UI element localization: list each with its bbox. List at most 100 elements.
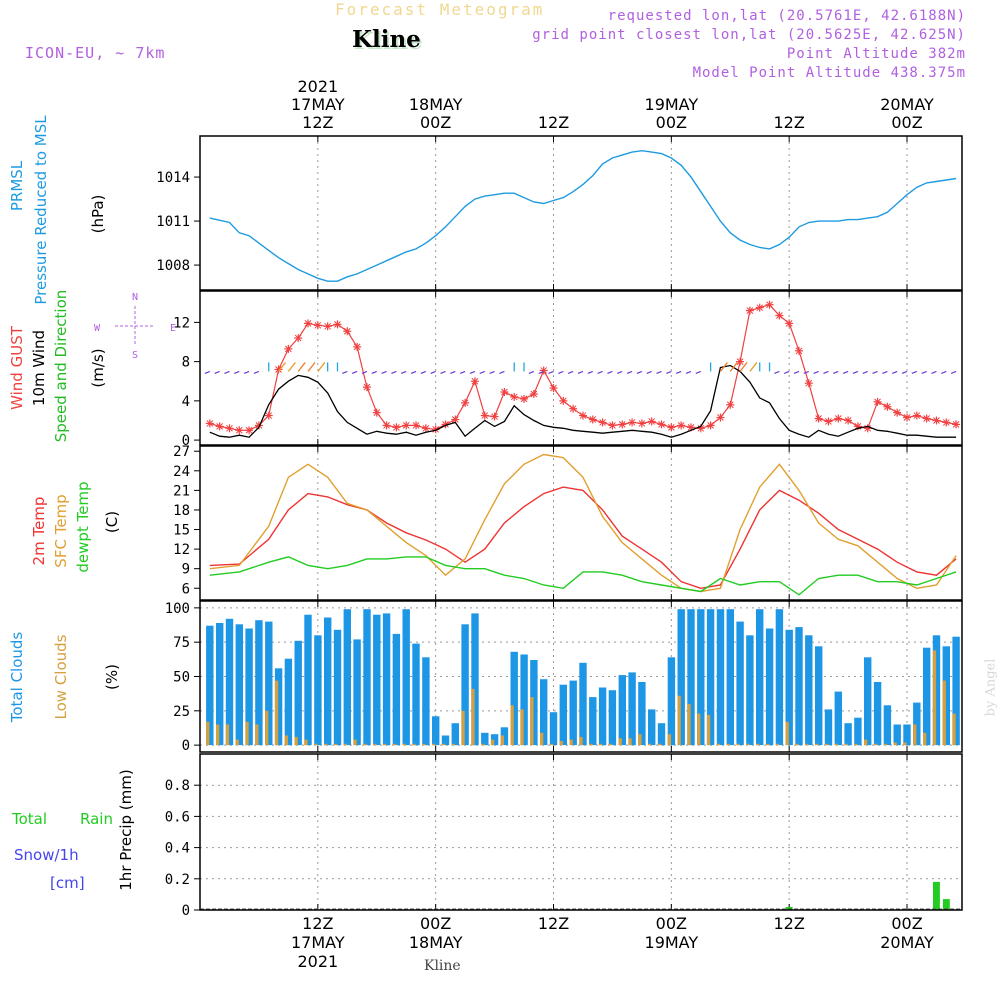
gust-marker	[264, 411, 273, 420]
low-clouds-bar	[844, 743, 848, 746]
total-clouds-bar	[225, 618, 234, 746]
low-clouds-bar	[736, 743, 740, 746]
sfc-temp-label: SFC Temp	[52, 494, 70, 567]
bottom-date-label: 20MAY	[880, 933, 934, 952]
gust-marker	[863, 424, 872, 433]
gust-marker	[657, 420, 666, 429]
low-clouds-bar	[490, 739, 495, 746]
compass-east: E	[170, 323, 176, 334]
low-clouds-bar	[520, 709, 524, 746]
total-clouds-bar	[854, 717, 862, 746]
point-altitude: Point Altitude 382m	[786, 46, 966, 62]
total-clouds-bar	[815, 646, 823, 746]
bottom-time-label: 00Z	[656, 914, 687, 933]
gust-marker	[952, 420, 961, 429]
low-clouds-bar	[373, 743, 377, 746]
total-clouds-bar	[952, 636, 960, 746]
low-clouds-bar	[628, 738, 632, 746]
low-clouds-bar	[785, 721, 789, 746]
low-clouds-bar	[667, 734, 671, 746]
gust-marker	[794, 346, 803, 355]
gust-marker	[333, 320, 342, 329]
low-clouds-bar	[923, 732, 927, 746]
top-date-label: 19MAY	[645, 95, 699, 114]
gust-marker	[716, 413, 725, 422]
top-time-label: 12Z	[774, 113, 805, 132]
gust-marker	[618, 420, 627, 429]
wind-direction-arrow	[410, 370, 417, 375]
low-clouds-bar	[559, 741, 563, 746]
wind-speed-line	[209, 364, 957, 438]
low-clouds-bar	[726, 743, 730, 746]
top-time-label: 12Z	[538, 113, 569, 132]
total-clouds-bar	[206, 625, 214, 746]
wind-direction-arrow	[287, 362, 296, 372]
pressure-panel: 1008 1011 1014	[156, 135, 963, 291]
low-clouds-bar	[903, 742, 907, 746]
y-tick-label: 75	[173, 635, 190, 651]
wind-direction-arrow	[499, 370, 505, 375]
total-clouds-bar	[284, 658, 293, 746]
gust-marker	[569, 404, 578, 413]
total-clouds-bar	[657, 723, 666, 746]
low-clouds-bar	[304, 739, 308, 746]
wind-direction-arrow	[833, 370, 839, 375]
total-clouds-bar	[451, 723, 459, 746]
low-clouds-bar	[893, 742, 897, 746]
low-clouds-bar	[265, 710, 269, 746]
low-clouds-bar	[235, 739, 239, 746]
total-clouds-bar	[304, 614, 312, 746]
compass-south: S	[132, 350, 138, 361]
low-clouds-bar	[697, 713, 701, 746]
y-tick-label: 25	[173, 704, 190, 720]
gust-marker	[245, 426, 254, 435]
wind-direction-arrow	[931, 370, 937, 375]
low-clouds-bar	[432, 743, 436, 746]
low-clouds-bar	[932, 650, 937, 746]
y-tick-label: 0	[182, 903, 190, 919]
wind-direction-arrow	[204, 370, 211, 375]
dewpoint-label: dewpt Temp	[74, 481, 92, 572]
gust-marker	[500, 388, 509, 397]
total-clouds-bar	[667, 657, 676, 746]
low-clouds-bar	[510, 705, 514, 746]
gust-marker	[588, 415, 597, 424]
total-clouds-bar	[324, 617, 332, 746]
total-clouds-bar	[942, 646, 950, 746]
temperature-panel: 6 9 12 15 18 21 24 27	[173, 444, 963, 601]
total-clouds-bar	[687, 609, 695, 746]
low-clouds-bar	[333, 743, 338, 746]
low-clouds-bar	[864, 739, 868, 746]
low-clouds-bar	[756, 743, 760, 746]
top-time-label: 00Z	[420, 113, 451, 132]
gust-marker	[893, 408, 902, 417]
pressure-line	[209, 149, 957, 282]
wind-panel: 0 4 8 12 N S E W	[94, 290, 963, 449]
low-clouds-bar	[687, 704, 691, 746]
wind-direction-arrow	[617, 370, 623, 375]
gust-marker	[922, 414, 931, 423]
bottom-date-label: 18MAY	[409, 933, 463, 952]
bottom-year-label: 2021	[297, 952, 338, 971]
low-clouds-bar	[294, 736, 298, 746]
total-clouds-bar	[333, 629, 342, 746]
gust-marker	[284, 344, 293, 353]
gust-marker	[608, 421, 617, 430]
low-clouds-bar	[608, 743, 612, 746]
top-time-label: 00Z	[891, 113, 922, 132]
low-clouds-bar	[441, 743, 446, 746]
sfc-temp-line	[209, 453, 957, 593]
low-clouds-bar	[206, 721, 210, 746]
low-clouds-bar	[716, 743, 721, 746]
wind-direction-arrow	[440, 370, 446, 375]
total-clouds-bar	[343, 609, 351, 746]
wind-direction-arrow	[430, 370, 436, 375]
dewpoint-line	[209, 556, 957, 596]
precip-total-label: Total	[11, 810, 47, 828]
wind-direction-arrow	[391, 370, 397, 375]
panel-frame	[199, 135, 963, 291]
total-clouds-bar	[873, 682, 882, 746]
gust-marker	[529, 389, 538, 398]
wind-direction-arrow	[297, 362, 306, 372]
wind-direction-arrow	[729, 362, 738, 372]
